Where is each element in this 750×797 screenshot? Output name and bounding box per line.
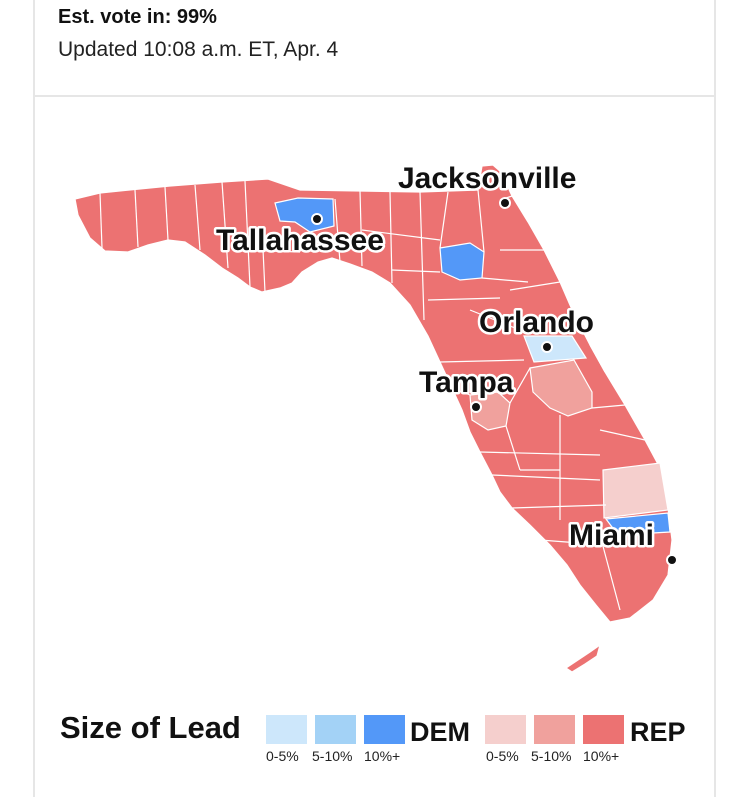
legend-rep-label: REP [630,717,686,747]
map-panel [33,97,716,797]
florida-keys [564,643,602,673]
header-panel [33,0,716,97]
city-label-jacksonville: Jacksonville [398,162,576,195]
city-label-miami: Miami [569,519,654,552]
legend-rep-range-5-10: 5-10% [531,748,572,764]
city-dot-miami [666,554,678,566]
city-label-tampa: Tampa [419,366,514,399]
legend-title: Size of Lead [60,710,241,745]
county-borders [99,180,646,611]
county-alachua [439,242,485,281]
legend-dem-range-0-5: 0-5% [266,748,299,764]
city-label-tallahassee: Tallahassee [216,224,384,257]
legend-dem-label: DEM [410,717,470,747]
county-orange [523,335,588,363]
legend-swatch-dem-0-5 [266,715,307,744]
legend-rep-range-10-plus: 10%+ [583,748,620,764]
legend-swatch-rep-0-5 [485,715,526,744]
legend-rep-range-0-5: 0-5% [486,748,519,764]
city-dot-tallahassee [311,213,323,225]
legend-dem-range-5-10: 5-10% [312,748,353,764]
city-dot-orlando [541,341,553,353]
city-dot-tampa [470,401,482,413]
county-polk [529,359,593,417]
legend-swatch-dem-10-plus [364,715,405,744]
city-dot-jacksonville [499,197,511,209]
est-vote-text: Est. vote in: 99% [58,6,217,28]
legend-swatch-rep-10-plus [583,715,624,744]
county-broward-miami-dem [604,512,671,536]
updated-timestamp: Updated 10:08 a.m. ET, Apr. 4 [58,38,339,61]
legend-dem-range-10-plus: 10%+ [364,748,401,764]
legend-swatch-dem-5-10 [315,715,356,744]
legend-swatch-rep-5-10 [534,715,575,744]
county-palm-beach [602,462,669,519]
city-label-orlando: Orlando [479,306,594,339]
